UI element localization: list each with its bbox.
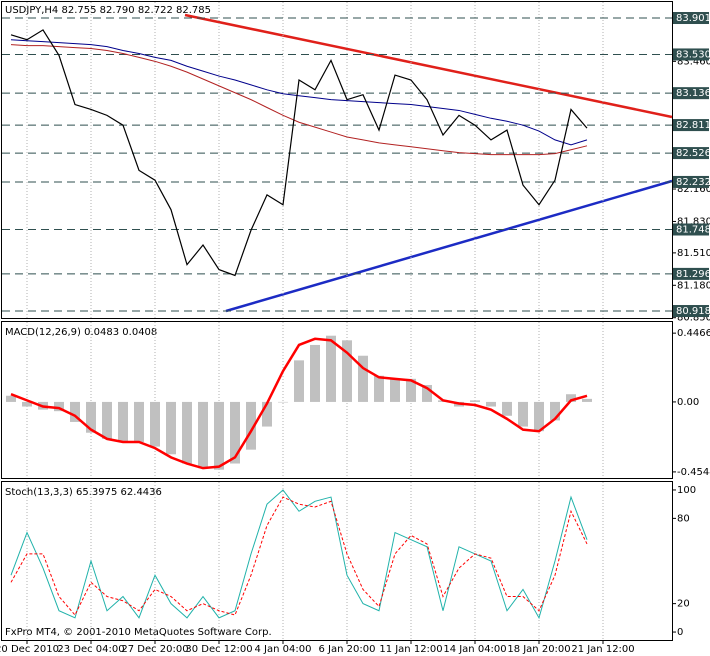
histogram-bar bbox=[566, 394, 576, 402]
y-tick-label: 0.00 bbox=[677, 397, 699, 408]
y-tick-label: 100 bbox=[677, 485, 696, 496]
histogram-bar bbox=[150, 401, 160, 447]
x-tick-label: 21 Jan 12:00 bbox=[571, 644, 634, 655]
histogram-bar bbox=[118, 401, 128, 442]
x-tick-label: 23 Dec 04:00 bbox=[57, 644, 124, 655]
level-label-box bbox=[673, 305, 709, 318]
x-tick-label: 6 Jan 20:00 bbox=[319, 644, 376, 655]
histogram-bar bbox=[326, 335, 336, 402]
histogram-bar bbox=[342, 340, 352, 402]
level-label-box bbox=[673, 87, 709, 100]
level-label: 82.811 bbox=[676, 120, 710, 131]
histogram-bar bbox=[294, 360, 304, 402]
price-panel bbox=[1, 1, 673, 319]
histogram-bar bbox=[262, 401, 272, 427]
x-tick-label: 30 Dec 12:00 bbox=[185, 644, 252, 655]
level-label: 81.296 bbox=[676, 269, 710, 280]
level-label-box bbox=[673, 175, 709, 188]
histogram-bar bbox=[102, 401, 112, 439]
histogram-bar bbox=[134, 401, 144, 442]
price-title: USDJPY,H4 82.755 82.790 82.722 82.785 bbox=[5, 5, 211, 16]
resistance-trendline bbox=[184, 13, 673, 119]
stoch-title: Stoch(13,3,3) 65.3975 62.4436 bbox=[5, 487, 162, 498]
y-tick-label: 81.510 bbox=[677, 248, 710, 259]
level-label: 82.526 bbox=[676, 148, 710, 159]
level-label: 82.232 bbox=[676, 177, 710, 188]
series-line bbox=[10, 29, 588, 277]
histogram-bar bbox=[470, 400, 480, 402]
histogram-bar bbox=[246, 401, 256, 450]
y-tick-label: 83.460 bbox=[677, 56, 710, 67]
histogram-bar bbox=[86, 401, 96, 433]
level-label: 83.136 bbox=[676, 88, 710, 99]
histogram-bar bbox=[534, 401, 544, 432]
histogram-bar bbox=[54, 401, 64, 412]
histogram-bar bbox=[310, 344, 320, 402]
histogram-bar bbox=[390, 378, 400, 402]
histogram-bar bbox=[198, 401, 208, 469]
footer: FxPro MT4, © 2001-2010 MetaQuotes Softwa… bbox=[5, 627, 272, 638]
histogram-bar bbox=[358, 355, 368, 402]
level-label-box bbox=[673, 12, 709, 25]
x-tick-label: 18 Jan 20:00 bbox=[507, 644, 570, 655]
series-line bbox=[10, 496, 588, 616]
series-line bbox=[10, 39, 588, 146]
level-label: 83.901 bbox=[676, 13, 710, 24]
series-line bbox=[10, 489, 588, 620]
y-tick-label: 82.160 bbox=[677, 184, 710, 195]
x-tick-label: 27 Dec 20:00 bbox=[121, 644, 188, 655]
y-tick-label: 0 bbox=[677, 627, 683, 638]
y-tick-label: 80 bbox=[677, 513, 690, 524]
macd-title: MACD(12,26,9) 0.0483 0.0408 bbox=[5, 327, 157, 338]
level-label-box bbox=[673, 223, 709, 236]
x-tick-label: 14 Jan 04:00 bbox=[443, 644, 506, 655]
histogram-bar bbox=[182, 401, 192, 464]
x-tick-label: 4 Jan 04:00 bbox=[255, 644, 312, 655]
histogram-bar bbox=[22, 401, 32, 407]
y-tick-label: 81.180 bbox=[677, 280, 710, 291]
level-label: 83.530 bbox=[676, 49, 710, 60]
support-trendline bbox=[225, 179, 673, 313]
histogram-bar bbox=[422, 384, 432, 402]
histogram-bar bbox=[374, 375, 384, 402]
level-label-box bbox=[673, 267, 709, 280]
level-label: 81.748 bbox=[676, 224, 710, 235]
y-tick-label: 81.830 bbox=[677, 216, 710, 227]
y-tick-label: -0.4544 bbox=[677, 467, 710, 478]
histogram-bar bbox=[550, 401, 560, 421]
histogram-bar bbox=[230, 401, 240, 464]
x-tick-label: 11 Jan 12:00 bbox=[379, 644, 442, 655]
histogram-bar bbox=[582, 398, 592, 402]
histogram-bar bbox=[166, 401, 176, 455]
histogram-bar bbox=[406, 378, 416, 402]
level-label-box bbox=[673, 119, 709, 132]
y-tick-label: 20 bbox=[677, 599, 690, 610]
series-line bbox=[10, 44, 588, 156]
histogram-bar bbox=[278, 401, 288, 403]
level-label: 80.918 bbox=[676, 306, 710, 317]
y-tick-label: 80.850 bbox=[677, 313, 710, 324]
series-line bbox=[10, 337, 588, 470]
histogram-bar bbox=[502, 401, 512, 416]
stoch-panel bbox=[1, 481, 673, 641]
macd-panel bbox=[1, 321, 673, 479]
histogram-bar bbox=[486, 401, 496, 407]
level-label-box bbox=[673, 48, 709, 61]
histogram-bar bbox=[518, 401, 528, 427]
histogram-bar bbox=[70, 401, 80, 422]
y-tick-label: 0.4466 bbox=[677, 328, 710, 339]
x-tick-label: 20 Dec 2010 bbox=[0, 644, 59, 655]
histogram-bar bbox=[214, 401, 224, 470]
histogram-bar bbox=[6, 395, 16, 402]
level-label-box bbox=[673, 147, 709, 160]
